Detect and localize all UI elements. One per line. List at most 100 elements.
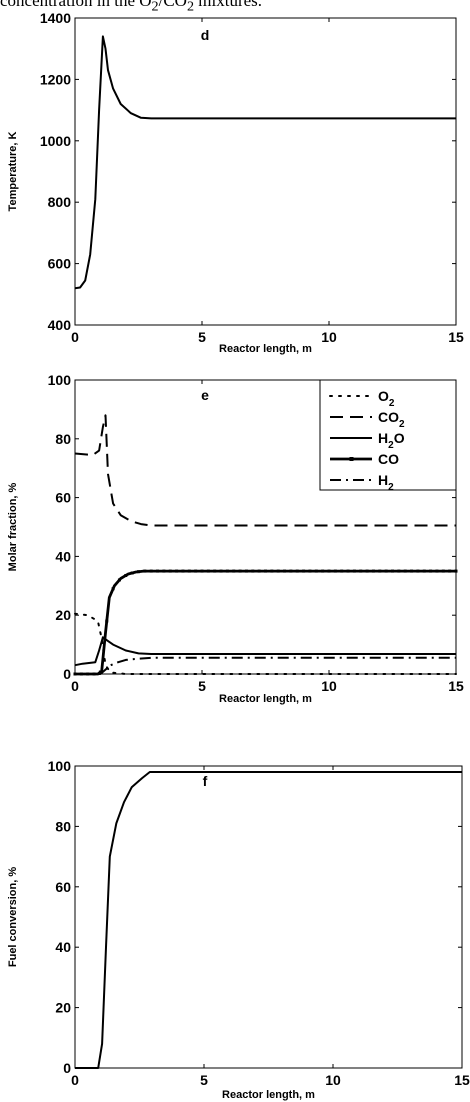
x-tick-label: 15 <box>448 678 464 694</box>
series-marker-co <box>264 569 267 573</box>
y-tick-label: 60 <box>55 879 71 895</box>
y-tick-label: 1000 <box>40 133 71 149</box>
panel-label: d <box>201 27 210 43</box>
series-marker-co <box>117 578 121 582</box>
series-marker-co <box>168 569 172 573</box>
y-tick-label: 20 <box>55 607 71 623</box>
panel-label: e <box>201 387 209 403</box>
series-marker-co <box>238 569 242 573</box>
legend-label: H2 <box>378 472 394 493</box>
series-marker-co <box>270 569 274 573</box>
legend-label: O2 <box>378 388 395 409</box>
series-marker-co <box>302 569 306 573</box>
x-tick-label: 5 <box>198 329 206 345</box>
x-tick-label: 0 <box>71 678 79 694</box>
y-axis-label: Molar fraction, % <box>7 482 19 571</box>
x-tick-label: 5 <box>198 678 206 694</box>
series-marker-co <box>365 569 369 573</box>
panel-label: f <box>203 773 208 789</box>
series-marker-co <box>257 569 261 573</box>
y-tick-label: 1200 <box>40 71 71 87</box>
series-marker-co <box>251 569 255 573</box>
caption-part: concentration in the O <box>0 0 152 10</box>
y-tick-label: 80 <box>55 818 71 834</box>
chart-panel-d: 0 5 10 15 400 600 800 1000 1200 1400 Reactor lengt… <box>7 10 464 355</box>
y-axis-label: Temperature, K <box>7 132 19 212</box>
series-marker-co <box>378 569 382 573</box>
series-line-h2 <box>75 656 456 675</box>
series-line-main <box>74 35 456 290</box>
series-marker-co <box>352 569 356 573</box>
x-tick-label: 0 <box>71 329 79 345</box>
caption-subscript: 2 <box>186 0 195 11</box>
series-line-co2 <box>74 414 456 527</box>
series-marker-co <box>397 569 401 573</box>
y-tick-label: 100 <box>48 372 72 388</box>
y-tick-label: 20 <box>55 1000 71 1016</box>
series-marker-co <box>225 569 229 573</box>
series-marker-co <box>276 569 280 573</box>
series-marker-co <box>137 570 140 574</box>
series-marker-co <box>181 569 185 573</box>
series-marker-co <box>194 569 198 573</box>
x-axis-label: Reactor length, m <box>219 693 312 705</box>
x-tick-label: 15 <box>448 329 464 345</box>
series-marker-co <box>206 569 210 573</box>
legend-box <box>319 379 457 491</box>
y-tick-label: 100 <box>48 758 72 774</box>
y-tick-label: 80 <box>55 431 71 447</box>
series-marker-co <box>162 569 166 573</box>
x-axis-label: Reactor length, m <box>222 1089 315 1101</box>
caption-part: mixtures. <box>194 0 263 10</box>
y-tick-label: 60 <box>55 490 71 506</box>
chart-panel-e: 0 5 10 15 0 20 40 60 80 100 Reactor length, m Molar… <box>7 372 464 705</box>
x-tick-label: 10 <box>325 1072 341 1088</box>
series-marker-co <box>429 569 433 573</box>
series-marker-co <box>448 569 452 573</box>
series-marker-co <box>86 672 90 676</box>
chart-panel-f: 0 5 10 15 0 20 40 60 80 100 Reactor length, m Fuel … <box>7 758 470 1101</box>
y-tick-label: 0 <box>63 1060 71 1076</box>
series-marker-co <box>187 569 191 573</box>
y-tick-label: 1400 <box>40 10 71 26</box>
series-marker-co <box>175 569 179 573</box>
series-marker-co <box>92 672 96 676</box>
series-marker-co <box>244 569 248 573</box>
x-tick-label: 0 <box>71 1072 79 1088</box>
y-tick-label: 800 <box>48 194 72 210</box>
series-marker-co <box>156 569 160 573</box>
series-marker-co <box>384 569 388 573</box>
x-tick-label: 5 <box>200 1072 208 1088</box>
series-marker-co <box>422 569 426 573</box>
caption-subscript: 2 <box>151 0 159 11</box>
series-marker-co <box>308 569 312 573</box>
series-marker-co <box>435 569 439 573</box>
y-tick-label: 40 <box>55 939 71 955</box>
x-tick-label: 10 <box>321 329 337 345</box>
series-marker-co <box>314 569 318 573</box>
y-tick-label: 40 <box>55 548 71 564</box>
series-marker-co <box>359 569 363 573</box>
series-line-main <box>75 771 462 1069</box>
series-marker-co <box>130 571 134 575</box>
series-marker-co <box>321 569 325 573</box>
series-marker-co <box>410 569 414 573</box>
series-marker-co <box>124 574 128 578</box>
series-marker-co <box>416 569 420 573</box>
series-marker-co <box>340 569 344 573</box>
series-marker-co <box>403 569 407 573</box>
caption-text: concentration in the O2/CO2 mixtures. <box>0 0 470 11</box>
series-line-h2o <box>74 636 456 667</box>
legend-marker <box>349 457 354 461</box>
series-marker-co <box>454 569 458 573</box>
series-marker-co <box>143 569 147 573</box>
series-marker-co <box>333 569 337 573</box>
legend-label: CO <box>378 451 399 467</box>
series-marker-co <box>441 569 445 573</box>
series-marker-co <box>111 587 115 591</box>
series-marker-co <box>295 569 299 573</box>
series-marker-co <box>371 569 375 573</box>
y-tick-label: 0 <box>63 666 71 682</box>
series-marker-co <box>391 569 394 573</box>
